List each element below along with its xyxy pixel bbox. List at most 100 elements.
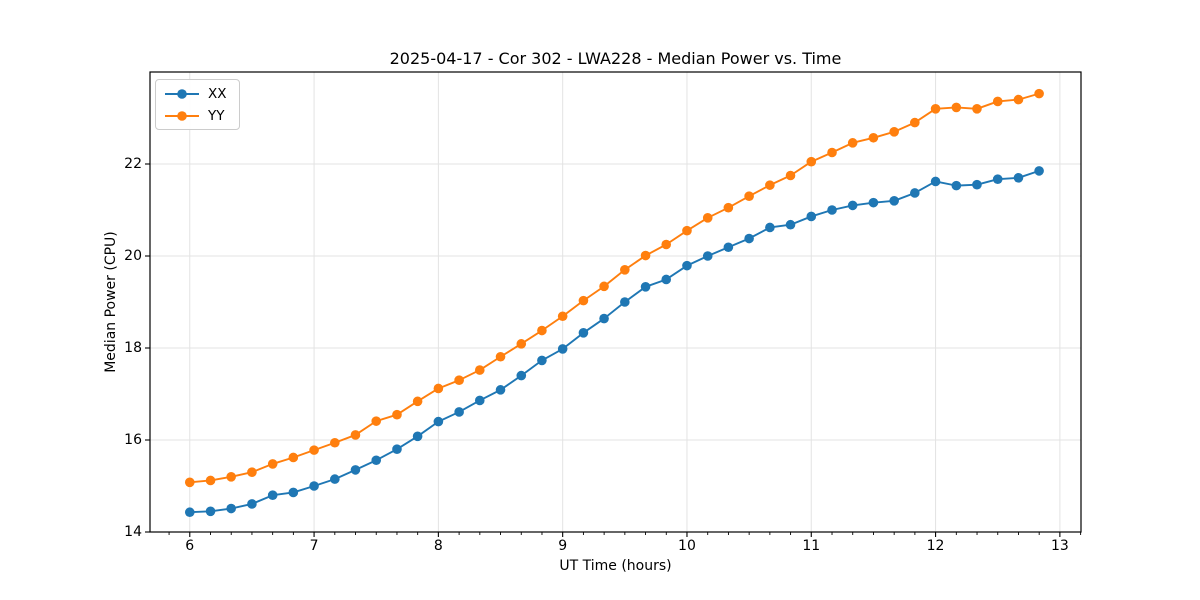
series-line-yy bbox=[189, 92, 1040, 484]
x-tick-label: 11 bbox=[802, 538, 821, 554]
data-point-xx bbox=[723, 242, 734, 253]
data-point-xx bbox=[495, 385, 506, 395]
data-point-yy bbox=[930, 104, 941, 114]
data-point-xx bbox=[868, 197, 879, 208]
data-point-yy bbox=[454, 375, 464, 386]
data-point-xx bbox=[972, 179, 982, 190]
data-point-yy bbox=[806, 156, 817, 167]
data-point-xx bbox=[184, 507, 195, 518]
legend-label-xx: XX bbox=[208, 85, 227, 102]
data-point-yy bbox=[827, 147, 837, 158]
data-point-xx bbox=[806, 211, 817, 222]
data-point-xx bbox=[785, 219, 796, 230]
data-point-yy bbox=[682, 225, 692, 236]
data-point-yy bbox=[889, 127, 899, 137]
legend-label-yy: YY bbox=[208, 107, 225, 124]
data-point-xx bbox=[412, 431, 423, 442]
legend: XX YY bbox=[155, 79, 240, 130]
data-point-xx bbox=[309, 481, 319, 491]
data-point-yy bbox=[578, 295, 589, 306]
data-point-xx bbox=[330, 474, 340, 484]
data-point-yy bbox=[184, 477, 195, 488]
chart-title: 2025-04-17 - Cor 302 - LWA228 - Median P… bbox=[389, 49, 842, 68]
data-point-xx bbox=[205, 506, 216, 517]
x-axis-label: UT Time (hours) bbox=[559, 558, 672, 574]
data-point-xx bbox=[557, 344, 568, 354]
data-point-xx bbox=[392, 444, 402, 455]
legend-marker-xx-icon bbox=[165, 88, 199, 99]
data-point-yy bbox=[744, 191, 754, 201]
data-point-xx bbox=[951, 180, 962, 191]
data-point-yy bbox=[474, 365, 485, 375]
data-point-xx bbox=[516, 370, 527, 381]
data-point-xx bbox=[889, 196, 899, 206]
data-point-xx bbox=[930, 176, 941, 187]
data-point-xx bbox=[247, 499, 257, 509]
y-tick-label: 14 bbox=[124, 524, 142, 540]
data-point-yy bbox=[392, 409, 402, 420]
data-point-yy bbox=[868, 132, 879, 143]
plot-border bbox=[149, 71, 1082, 533]
data-point-yy bbox=[992, 96, 1003, 107]
y-tick-label: 20 bbox=[124, 248, 142, 264]
data-point-xx bbox=[288, 487, 299, 498]
data-point-yy bbox=[412, 396, 423, 407]
data-point-xx bbox=[620, 297, 630, 307]
legend-marker-yy-icon bbox=[165, 110, 199, 121]
data-point-yy bbox=[205, 475, 216, 486]
data-point-yy bbox=[537, 325, 547, 336]
data-point-xx bbox=[433, 416, 444, 427]
data-point-yy bbox=[226, 472, 236, 482]
data-point-xx bbox=[702, 251, 713, 261]
data-point-yy bbox=[495, 351, 506, 362]
data-point-yy bbox=[288, 452, 299, 463]
data-point-yy bbox=[640, 250, 651, 261]
data-point-yy bbox=[599, 281, 609, 292]
data-point-xx bbox=[744, 233, 754, 244]
data-point-xx bbox=[992, 174, 1003, 184]
data-point-yy bbox=[516, 339, 527, 349]
data-point-xx bbox=[578, 328, 589, 338]
data-point-yy bbox=[847, 138, 858, 148]
legend-item-xx: XX bbox=[164, 85, 227, 102]
data-point-yy bbox=[267, 459, 278, 469]
data-point-yy bbox=[620, 265, 630, 275]
data-point-xx bbox=[765, 222, 775, 233]
x-tick-label: 10 bbox=[678, 538, 696, 554]
data-point-yy bbox=[765, 180, 775, 190]
data-point-yy bbox=[371, 416, 382, 426]
data-point-xx bbox=[661, 274, 672, 285]
data-point-xx bbox=[537, 355, 547, 366]
data-point-yy bbox=[972, 104, 982, 114]
data-point-yy bbox=[951, 102, 962, 113]
x-tick-label: 8 bbox=[433, 538, 443, 554]
data-point-yy bbox=[309, 445, 319, 455]
data-point-yy bbox=[1034, 88, 1044, 99]
data-point-xx bbox=[454, 407, 464, 417]
x-tick-label: 13 bbox=[1050, 538, 1069, 554]
data-point-yy bbox=[785, 170, 796, 181]
data-point-xx bbox=[827, 205, 837, 215]
data-point-xx bbox=[474, 395, 485, 406]
legend-item-yy: YY bbox=[164, 107, 227, 124]
data-point-yy bbox=[433, 383, 444, 394]
data-point-yy bbox=[557, 311, 568, 322]
x-tick-label: 6 bbox=[185, 538, 195, 554]
data-point-xx bbox=[350, 465, 361, 475]
data-point-xx bbox=[1013, 173, 1024, 183]
x-tick-label: 7 bbox=[309, 538, 319, 554]
data-point-yy bbox=[330, 437, 340, 448]
data-point-xx bbox=[640, 282, 651, 292]
data-point-yy bbox=[350, 430, 361, 440]
y-tick-label: 16 bbox=[124, 432, 142, 448]
data-point-yy bbox=[661, 239, 672, 250]
data-point-yy bbox=[1013, 94, 1024, 105]
data-point-xx bbox=[371, 455, 382, 466]
data-point-xx bbox=[267, 490, 278, 501]
y-tick-label: 22 bbox=[124, 156, 142, 172]
series-line-xx bbox=[189, 169, 1040, 514]
x-tick-label: 9 bbox=[558, 538, 568, 554]
data-point-xx bbox=[599, 313, 609, 324]
